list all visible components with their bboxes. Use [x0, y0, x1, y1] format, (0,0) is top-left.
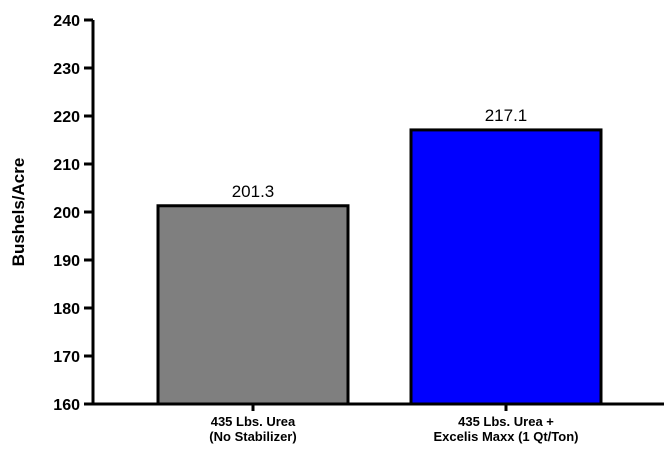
y-tick-label: 240: [53, 13, 80, 30]
y-tick-label: 200: [53, 205, 80, 222]
x-tick-label: (No Stabilizer): [209, 429, 296, 444]
y-tick-label: 170: [53, 349, 80, 366]
bars-group: 201.3 217.1: [156, 106, 603, 406]
x-tick-label: 435 Lbs. Urea: [211, 414, 296, 429]
y-tick-label: 160: [53, 397, 80, 414]
bar: [156, 204, 350, 406]
y-tick-label: 190: [53, 253, 80, 270]
data-label: 217.1: [485, 106, 528, 125]
x-tick-label: 435 Lbs. Urea +: [458, 414, 554, 429]
bar: [409, 128, 603, 406]
y-axis-ticks: 160 170 180 190 200 210 220 230 240: [53, 13, 93, 414]
y-tick-label: 210: [53, 157, 80, 174]
x-tick-label: Excelis Maxx (1 Qt/Ton): [434, 429, 579, 444]
y-tick-label: 180: [53, 301, 80, 318]
y-axis-label: Bushels/Acre: [9, 158, 28, 267]
data-label: 201.3: [232, 182, 275, 201]
y-tick-label: 220: [53, 109, 80, 126]
y-tick-label: 230: [53, 61, 80, 78]
x-axis-ticks: 435 Lbs. Urea(No Stabilizer) 435 Lbs. Ure…: [209, 404, 578, 444]
